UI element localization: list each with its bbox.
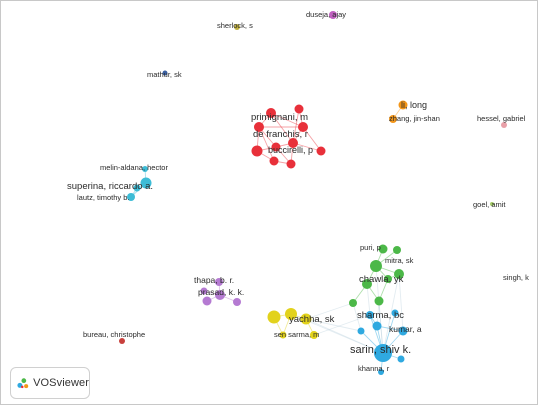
label-buccirelli: buccirelli, p <box>268 145 313 155</box>
network-node-cyan-1[interactable] <box>142 166 148 172</box>
label-lilong: li, long <box>401 100 427 110</box>
label-prasad: prasad, k. k. <box>198 287 244 297</box>
app-name: VOSviewer <box>33 377 89 389</box>
label-superina: superina, riccardo a. <box>67 181 153 192</box>
network-labels: sherlock, s duseja, ajay mathur, sk prim… <box>67 10 529 373</box>
network-node-blue-4[interactable] <box>391 309 399 317</box>
network-node-green-4[interactable] <box>394 269 404 279</box>
label-sensarma: sen sarma, m <box>274 330 319 339</box>
label-yachha: yachha, sk <box>289 314 335 325</box>
label-duseja: duseja, ajay <box>306 10 346 19</box>
vosviewer-logo: VOSviewer <box>10 367 90 399</box>
network-node-blue-3[interactable] <box>398 326 408 336</box>
network-node-green-3[interactable] <box>370 260 382 272</box>
label-thapa: thapa, b. r. <box>194 275 234 285</box>
network-edge <box>270 112 294 144</box>
network-edge <box>366 283 371 316</box>
network-node-purple-1[interactable] <box>215 278 223 286</box>
network-node-red-2[interactable] <box>294 104 304 114</box>
network-node-blue-6[interactable] <box>397 355 405 363</box>
network-node-yellow-3[interactable] <box>300 313 312 325</box>
network-edge <box>258 126 275 162</box>
label-mathur: mathur, sk <box>147 70 182 79</box>
network-node-green-1[interactable] <box>378 244 388 254</box>
network-node-green-6[interactable] <box>374 296 384 306</box>
network-edge <box>375 265 384 354</box>
label-melinaldana: melin-aldana, hector <box>100 163 168 172</box>
network-edge <box>398 273 404 332</box>
network-node-blue-2[interactable] <box>372 321 382 331</box>
network-node-cyan-3[interactable] <box>127 193 135 201</box>
network-node-blue-1[interactable] <box>374 344 392 362</box>
label-kumar: kumar, a <box>389 324 422 334</box>
network-node-green-2[interactable] <box>393 246 401 254</box>
network-node-olive-1[interactable] <box>234 24 240 30</box>
network-node-red-4[interactable] <box>298 122 308 132</box>
label-puri: puri, p <box>360 243 381 252</box>
network-node-red-6[interactable] <box>271 142 281 152</box>
network-node-orange-2[interactable] <box>389 115 397 123</box>
network-node-yellow-1[interactable] <box>267 310 281 324</box>
vosviewer-logo-icon <box>17 378 29 389</box>
label-zhang: zhang, jin-shan <box>389 114 440 123</box>
network-node-orange-1[interactable] <box>398 100 408 110</box>
network-node-purple-2[interactable] <box>200 287 208 295</box>
network-node-cyan-4[interactable] <box>133 184 141 192</box>
network-node-yellow-2[interactable] <box>285 308 297 320</box>
label-lautz: lautz, timothy b. <box>77 193 130 202</box>
network-node-pink-1[interactable] <box>501 122 507 128</box>
label-goel: goel, amit <box>473 200 506 209</box>
network-node-yellow-5[interactable] <box>279 331 287 339</box>
network-node-darkblue-1[interactable] <box>162 70 168 76</box>
network-nodes <box>119 11 507 375</box>
network-node-purple-3[interactable] <box>215 290 225 300</box>
network-edge <box>382 273 400 354</box>
network-node-blue-8[interactable] <box>357 327 365 335</box>
network-node-violet-1[interactable] <box>329 11 337 19</box>
network-node-red-9[interactable] <box>269 156 279 166</box>
network-node-purple-4[interactable] <box>202 296 212 306</box>
label-hessel: hessel, gabriel <box>477 114 526 123</box>
network-edge <box>313 314 371 336</box>
network-node-blue-7[interactable] <box>378 369 384 375</box>
network-edge <box>305 318 384 354</box>
label-sherlock: sherlock, s <box>217 21 253 30</box>
network-node-red-3[interactable] <box>254 122 264 132</box>
network-node-red-10[interactable] <box>286 159 296 169</box>
network-node-lightgreen-1[interactable] <box>490 202 494 206</box>
network-node-cyan-2[interactable] <box>140 177 152 189</box>
label-mitra: mitra, sk <box>385 256 414 265</box>
network-node-green-8[interactable] <box>349 299 357 307</box>
network-node-yellow-4[interactable] <box>310 331 318 339</box>
network-node-green-7[interactable] <box>362 279 372 289</box>
label-sharma: sharma, bc <box>357 310 404 321</box>
network-node-red-1[interactable] <box>266 108 276 118</box>
label-primignani: primignani, m <box>251 112 308 123</box>
network-node-red-7[interactable] <box>288 138 298 148</box>
network-node-darkred-1[interactable] <box>119 338 125 344</box>
network-edge <box>352 302 362 332</box>
network-edge <box>305 302 354 320</box>
network-node-green-5[interactable] <box>384 275 392 283</box>
network-edge <box>292 108 300 144</box>
network-edge <box>270 112 304 128</box>
label-khanna: khanna, r <box>358 364 390 373</box>
label-sarin: sarin, shiv k. <box>350 344 411 356</box>
label-chawla: chawla, yk <box>359 274 404 285</box>
network-node-purple-5[interactable] <box>233 298 241 306</box>
network-node-red-5[interactable] <box>251 145 263 157</box>
network-node-blue-5[interactable] <box>366 311 374 319</box>
label-singh: singh, k <box>503 273 529 282</box>
label-bureau: bureau, christophe <box>83 330 145 339</box>
label-defranchis: de franchis, r <box>253 129 308 140</box>
network-edge <box>305 318 362 332</box>
network-node-red-8[interactable] <box>316 146 326 156</box>
